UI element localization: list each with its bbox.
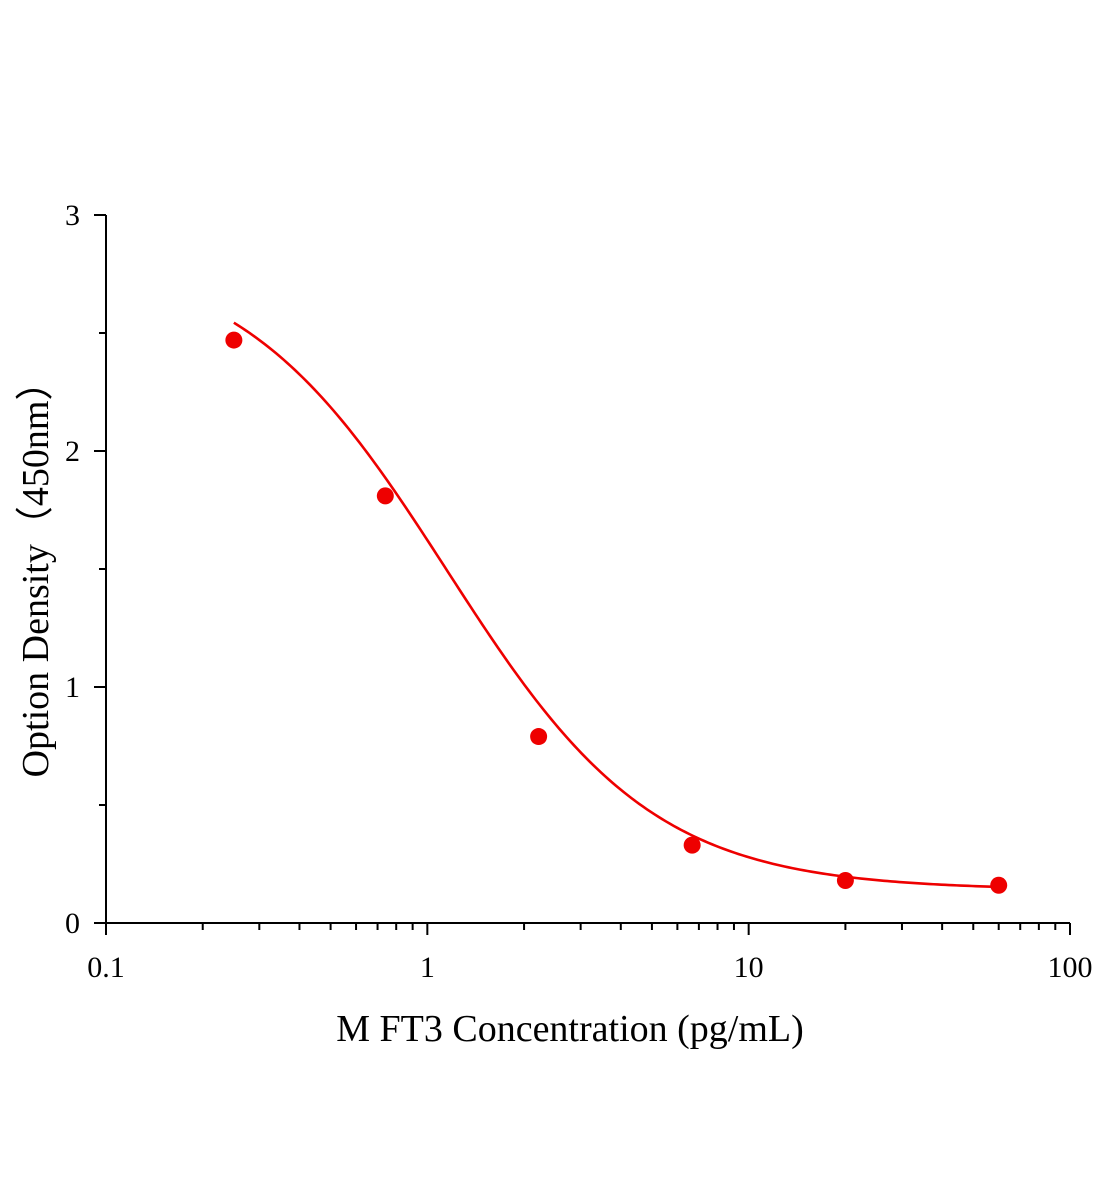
y-tick-label: 1	[65, 671, 80, 704]
fit-curve	[233, 321, 999, 889]
data-point	[376, 487, 394, 505]
x-axis-title: M FT3 Concentration (pg/mL)	[336, 1008, 804, 1050]
x-tick-label: 100	[1048, 951, 1093, 984]
x-tick-label: 10	[734, 951, 764, 984]
data-point	[683, 836, 701, 854]
axis-ticks	[94, 214, 1071, 935]
y-tick-label: 3	[65, 199, 80, 232]
y-tick-label: 0	[65, 907, 80, 940]
y-tick-label: 2	[65, 435, 80, 468]
data-point	[225, 331, 243, 349]
data-point	[530, 728, 548, 746]
data-point	[836, 872, 854, 890]
x-tick-label: 0.1	[87, 951, 125, 984]
x-tick-label: 1	[420, 951, 435, 984]
tick-labels: 0 1 2 3 0.1 1 10 100	[65, 199, 1093, 984]
y-axis-title: Option Density（450nm）	[15, 363, 57, 778]
axes	[105, 215, 1070, 924]
data-point	[990, 876, 1008, 894]
data-points	[225, 331, 1008, 894]
